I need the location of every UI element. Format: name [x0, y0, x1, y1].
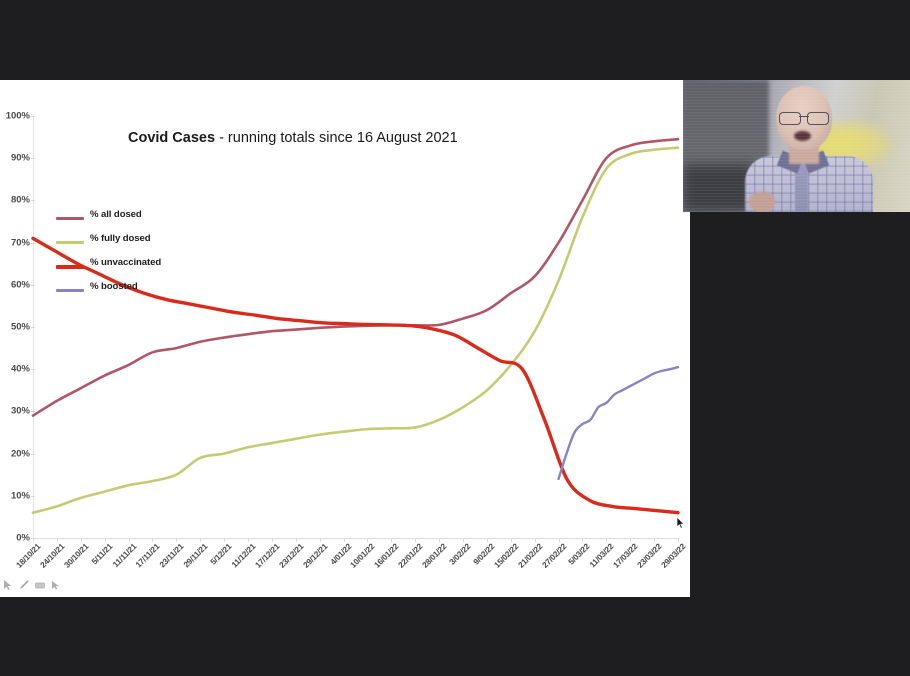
webcam-person-mouth [794, 131, 811, 141]
legend-label: % boosted [90, 281, 138, 292]
y-axis-tick-mark [31, 369, 35, 371]
x-axis-tick-mark [176, 538, 178, 542]
y-axis-tick-mark [31, 158, 35, 160]
x-axis-tick-mark [295, 538, 297, 542]
glasses-lens-right [807, 112, 829, 125]
webcam-shirt-placket [795, 158, 808, 212]
chart-plot-area [31, 137, 680, 515]
x-axis-tick-mark [534, 538, 536, 542]
legend-color-swatch [56, 289, 84, 293]
x-axis-tick-mark [606, 538, 608, 542]
y-axis-tick-mark [31, 200, 35, 202]
chart-series-line [31, 137, 680, 417]
chart-title: Covid Cases - running totals since 16 Au… [128, 130, 458, 146]
x-axis-tick-mark [391, 538, 393, 542]
presenter-webcam-video[interactable] [683, 80, 910, 212]
chart-title-subtitle: - running totals since 16 August 2021 [215, 130, 458, 146]
pointer-icon[interactable] [2, 578, 14, 590]
presentation-slide: 0% 10% 20% 30% 40% 50% 60% 70% 80% 90% 100% 18/10/… [0, 80, 690, 597]
x-axis-tick-mark [33, 538, 34, 542]
x-axis-tick-mark [152, 538, 154, 542]
x-axis-tick-mark [80, 538, 82, 542]
x-axis-line [33, 538, 678, 539]
eraser-icon[interactable] [34, 578, 46, 590]
x-axis-tick-mark [104, 538, 106, 542]
x-axis-tick-mark [271, 538, 273, 542]
annotation-toolbar[interactable] [2, 575, 72, 593]
y-axis-tick-label: 60% [10, 279, 30, 291]
laser-pointer-icon[interactable] [50, 578, 62, 590]
legend-label: % all dosed [90, 209, 142, 220]
y-axis-tick-label: 70% [10, 237, 30, 249]
x-axis-tick-mark [558, 538, 560, 542]
y-axis-tick-mark [31, 411, 35, 413]
pen-icon[interactable] [18, 578, 30, 590]
chart-title-bold: Covid Cases [128, 130, 216, 146]
legend-color-swatch [56, 265, 84, 270]
x-axis-tick-mark [510, 538, 512, 542]
x-axis-tick-mark [463, 538, 464, 542]
y-axis-tick-mark [31, 453, 35, 455]
y-axis-tick-label: 90% [10, 152, 30, 164]
x-axis-tick-mark [486, 538, 488, 542]
y-axis-tick-mark [31, 284, 35, 286]
x-axis-tick-mark [678, 538, 679, 542]
x-axis-tick-mark [319, 538, 321, 542]
y-axis-tick-label: 80% [10, 194, 30, 206]
slide-content: 0% 10% 20% 30% 40% 50% 60% 70% 80% 90% 100% 18/10/… [0, 80, 690, 597]
y-axis-tick-label: 30% [10, 405, 30, 417]
webcam-glasses [778, 112, 830, 125]
legend-label: % fully dosed [90, 233, 151, 244]
x-axis-tick-mark [128, 538, 130, 542]
x-axis-tick-mark [56, 538, 58, 542]
webcam-shadow-corner [683, 164, 753, 212]
y-axis-tick-label: 100% [5, 110, 30, 122]
y-axis-tick-label: 40% [10, 363, 30, 375]
chart-series-line [31, 236, 680, 515]
chart-series-line [31, 146, 680, 514]
covid-cases-line-chart: 0% 10% 20% 30% 40% 50% 60% 70% 80% 90% 100% 18/10/… [0, 80, 690, 597]
y-axis-tick-mark [31, 242, 35, 244]
y-axis-tick-mark [31, 495, 35, 497]
x-axis-tick-mark [200, 538, 202, 542]
glasses-lens-left [779, 112, 801, 125]
y-axis-tick-mark [31, 116, 35, 117]
chart-series-line [557, 365, 680, 481]
x-axis-tick-mark [343, 538, 345, 542]
y-axis-tick-label: 50% [10, 321, 30, 333]
legend-color-swatch [56, 217, 84, 221]
y-axis-tick-label: 0% [16, 532, 30, 544]
x-axis-tick-mark [654, 538, 656, 542]
y-axis-tick-label: 20% [10, 448, 30, 460]
legend-color-swatch [56, 241, 84, 245]
legend-label: % unvaccinated [90, 257, 162, 268]
x-axis-tick-mark [439, 538, 441, 542]
x-axis-tick-mark [415, 538, 417, 542]
y-axis-tick-mark [31, 327, 35, 328]
mouse-pointer-icon [676, 516, 686, 530]
glasses-bridge [799, 116, 809, 118]
webcam-person-hand [749, 192, 775, 212]
x-axis-tick-mark [582, 538, 584, 542]
x-axis-tick-mark [367, 538, 369, 542]
webcam-video-grain [683, 80, 910, 212]
x-axis-tick-mark [630, 538, 632, 542]
y-axis-tick-label: 10% [10, 490, 30, 502]
x-axis-tick-mark [224, 538, 226, 542]
x-axis-tick-mark [248, 538, 249, 542]
